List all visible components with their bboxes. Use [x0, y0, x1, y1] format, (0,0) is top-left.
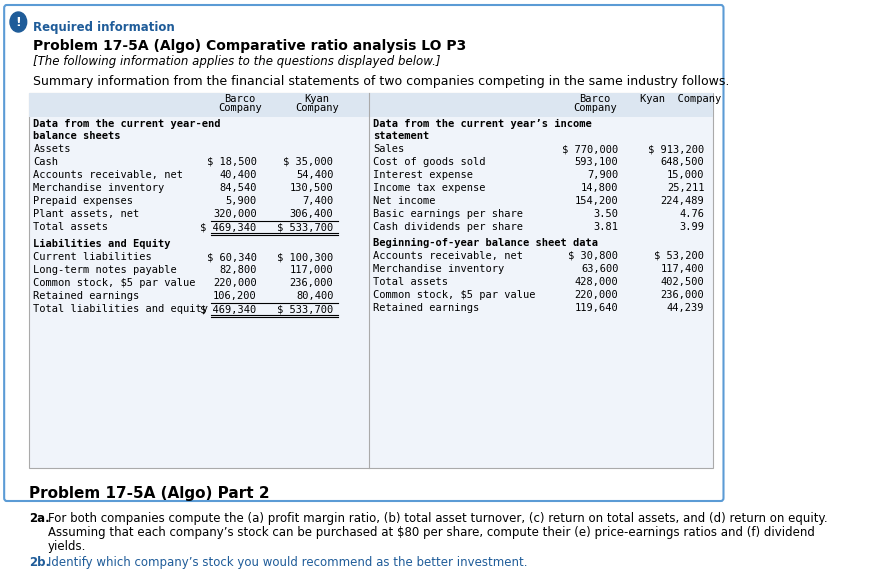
Text: 3.50: 3.50 [593, 209, 619, 219]
Text: 119,640: 119,640 [575, 303, 619, 313]
Text: Merchandise inventory: Merchandise inventory [33, 183, 164, 193]
Text: Common stock, $5 par value: Common stock, $5 par value [374, 290, 536, 300]
Text: Cash dividends per share: Cash dividends per share [374, 222, 523, 232]
Text: 25,211: 25,211 [667, 183, 704, 193]
Text: Required information: Required information [33, 22, 175, 34]
Text: Retained earnings: Retained earnings [33, 291, 140, 301]
Text: 40,400: 40,400 [220, 170, 256, 180]
Text: Common stock, $5 par value: Common stock, $5 par value [33, 278, 196, 288]
Text: 80,400: 80,400 [296, 291, 333, 301]
Text: Sales: Sales [374, 144, 404, 154]
Text: Basic earnings per share: Basic earnings per share [374, 209, 523, 219]
Text: Identify which company’s stock you would recommend as the better investment.: Identify which company’s stock you would… [47, 556, 527, 569]
Text: Data from the current year’s income: Data from the current year’s income [374, 119, 592, 129]
Text: Prepaid expenses: Prepaid expenses [33, 196, 133, 206]
Text: Plant assets, net: Plant assets, net [33, 209, 140, 219]
Text: Accounts receivable, net: Accounts receivable, net [33, 170, 184, 180]
Text: $ 533,700: $ 533,700 [277, 304, 333, 314]
Text: 82,800: 82,800 [220, 265, 256, 275]
Text: Barco: Barco [224, 94, 255, 104]
Text: Data from the current year-end: Data from the current year-end [33, 119, 220, 129]
Text: Total assets: Total assets [374, 277, 448, 287]
Text: Net income: Net income [374, 196, 436, 206]
Text: Cost of goods sold: Cost of goods sold [374, 157, 486, 167]
Text: 3.81: 3.81 [593, 222, 619, 232]
Text: 5,900: 5,900 [226, 196, 256, 206]
Text: $ 30,800: $ 30,800 [569, 251, 619, 261]
Text: !: ! [16, 16, 21, 29]
Text: 306,400: 306,400 [290, 209, 333, 219]
Text: $ 913,200: $ 913,200 [648, 144, 704, 154]
Circle shape [10, 12, 26, 32]
Text: 428,000: 428,000 [575, 277, 619, 287]
FancyBboxPatch shape [4, 5, 724, 501]
Text: 154,200: 154,200 [575, 196, 619, 206]
Text: Merchandise inventory: Merchandise inventory [374, 264, 505, 274]
Text: Company: Company [573, 103, 617, 113]
Text: 220,000: 220,000 [575, 290, 619, 300]
Text: 224,489: 224,489 [661, 196, 704, 206]
Text: 63,600: 63,600 [581, 264, 619, 274]
Text: 44,239: 44,239 [667, 303, 704, 313]
Text: 593,100: 593,100 [575, 157, 619, 167]
Text: 7,400: 7,400 [302, 196, 333, 206]
Text: 106,200: 106,200 [213, 291, 256, 301]
Text: [The following information applies to the questions displayed below.]: [The following information applies to th… [33, 55, 441, 68]
Text: $ 18,500: $ 18,500 [206, 157, 256, 167]
Text: statement: statement [374, 131, 430, 141]
Bar [29, 93, 712, 117]
Text: Problem 17-5A (Algo) Comparative ratio analysis LO P3: Problem 17-5A (Algo) Comparative ratio a… [33, 39, 466, 53]
Text: 4.76: 4.76 [679, 209, 704, 219]
Text: $ 35,000: $ 35,000 [284, 157, 333, 167]
Text: 2a.: 2a. [29, 512, 50, 525]
Bar [29, 93, 712, 468]
Text: $ 469,340: $ 469,340 [200, 222, 256, 232]
Text: $ 60,340: $ 60,340 [206, 252, 256, 262]
Text: 648,500: 648,500 [661, 157, 704, 167]
Text: Barco: Barco [579, 94, 611, 104]
Text: Accounts receivable, net: Accounts receivable, net [374, 251, 523, 261]
Text: $ 533,700: $ 533,700 [277, 222, 333, 232]
Text: Beginning-of-year balance sheet data: Beginning-of-year balance sheet data [374, 238, 598, 248]
Text: Company: Company [295, 103, 339, 113]
Text: 130,500: 130,500 [290, 183, 333, 193]
Text: Interest expense: Interest expense [374, 170, 473, 180]
Text: 3.99: 3.99 [679, 222, 704, 232]
Text: Long-term notes payable: Long-term notes payable [33, 265, 177, 275]
Text: Retained earnings: Retained earnings [374, 303, 480, 313]
Text: 402,500: 402,500 [661, 277, 704, 287]
Text: 220,000: 220,000 [213, 278, 256, 288]
Text: 236,000: 236,000 [290, 278, 333, 288]
Text: Assuming that each company’s stock can be purchased at $80 per share, compute th: Assuming that each company’s stock can b… [47, 526, 815, 539]
Text: 117,400: 117,400 [661, 264, 704, 274]
Text: 320,000: 320,000 [213, 209, 256, 219]
Text: Company: Company [218, 103, 262, 113]
Text: yields.: yields. [47, 540, 86, 553]
Text: Total liabilities and equity: Total liabilities and equity [33, 304, 208, 314]
Text: $ 469,340: $ 469,340 [200, 304, 256, 314]
Text: 84,540: 84,540 [220, 183, 256, 193]
Text: 54,400: 54,400 [296, 170, 333, 180]
Text: $ 53,200: $ 53,200 [654, 251, 704, 261]
Text: $ 100,300: $ 100,300 [277, 252, 333, 262]
Text: Total assets: Total assets [33, 222, 108, 232]
Text: Kyan: Kyan [304, 94, 329, 104]
Text: Cash: Cash [33, 157, 59, 167]
Text: Summary information from the financial statements of two companies competing in : Summary information from the financial s… [33, 75, 730, 87]
Text: $ 770,000: $ 770,000 [563, 144, 619, 154]
Text: 14,800: 14,800 [581, 183, 619, 193]
Text: Assets: Assets [33, 144, 71, 154]
Text: For both companies compute the (a) profit margin ratio, (b) total asset turnover: For both companies compute the (a) profi… [47, 512, 827, 525]
Text: 15,000: 15,000 [667, 170, 704, 180]
Text: Income tax expense: Income tax expense [374, 183, 486, 193]
Text: Problem 17-5A (Algo) Part 2: Problem 17-5A (Algo) Part 2 [29, 486, 270, 501]
Text: Current liabilities: Current liabilities [33, 252, 152, 262]
Text: 236,000: 236,000 [661, 290, 704, 300]
Text: 7,900: 7,900 [587, 170, 619, 180]
Text: 117,000: 117,000 [290, 265, 333, 275]
Text: balance sheets: balance sheets [33, 131, 121, 141]
Text: Liabilities and Equity: Liabilities and Equity [33, 239, 171, 249]
Text: Kyan  Company: Kyan Company [640, 94, 722, 104]
Text: 2b.: 2b. [29, 556, 50, 569]
